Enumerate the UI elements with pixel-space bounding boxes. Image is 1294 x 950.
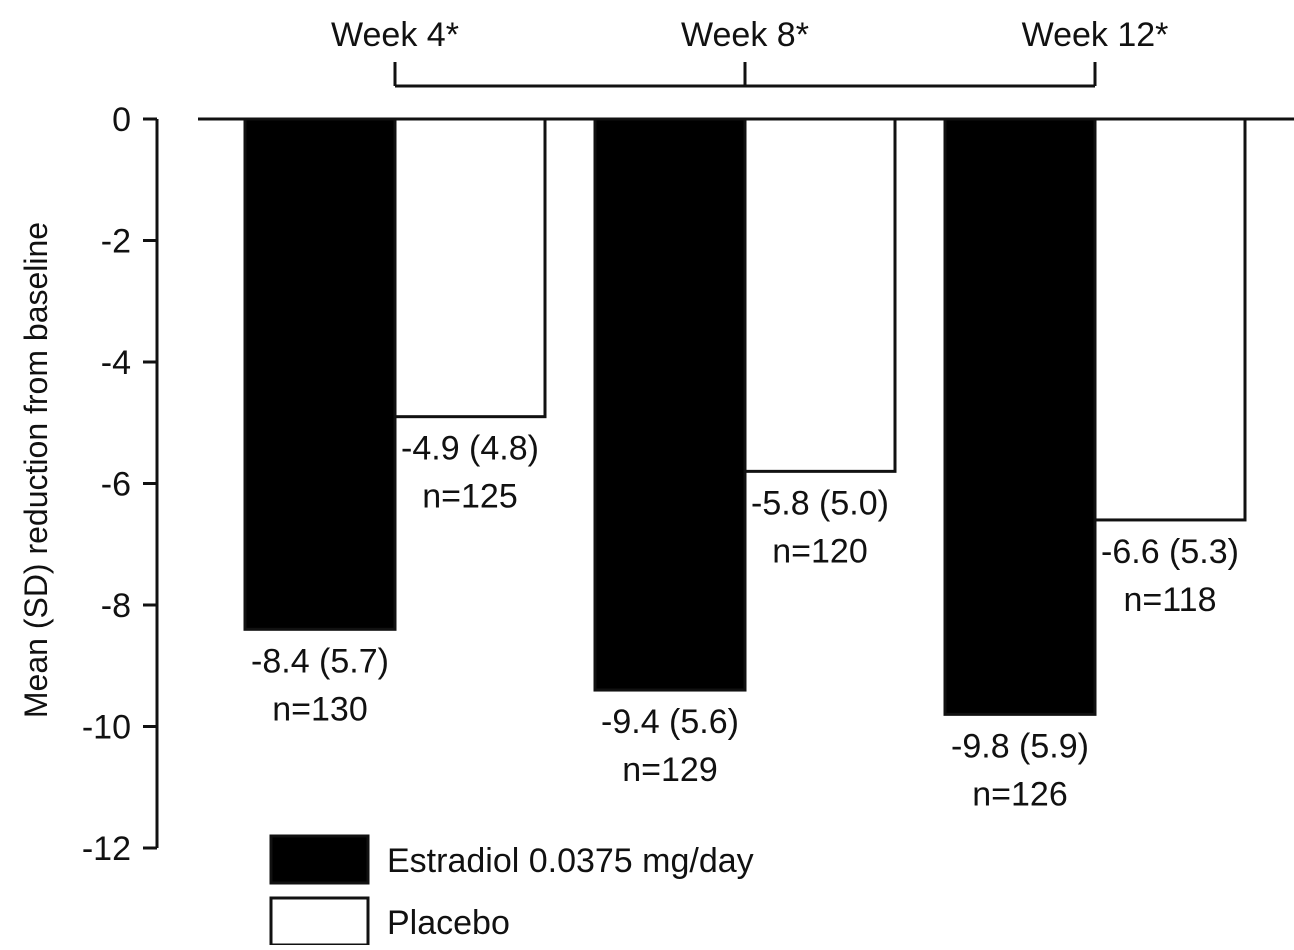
y-tick-label: 0 (112, 101, 131, 139)
bars (243, 117, 1247, 716)
y-axis-title: Mean (SD) reduction from baseline (18, 222, 54, 718)
y-tick-label: -8 (101, 587, 131, 625)
data-label-n: n=120 (772, 532, 868, 570)
y-tick-label: -10 (82, 709, 131, 747)
data-label-n: n=130 (272, 690, 368, 728)
y-tick-label: -6 (101, 466, 131, 504)
bar-placebo (393, 117, 547, 419)
week-label: Week 4* (331, 16, 459, 54)
bar-estradiol (943, 117, 1097, 716)
data-label-value: -9.4 (5.6) (601, 703, 739, 741)
legend: Estradiol 0.0375 mg/day Placebo (269, 834, 754, 947)
legend-label: Placebo (387, 904, 510, 942)
week-label: Week 8* (681, 16, 809, 54)
y-axis: 0 -2 -4 -6 -8 -10 -12 (82, 101, 1294, 868)
data-label-n: n=126 (972, 775, 1068, 813)
data-label-value: -6.6 (5.3) (1101, 533, 1239, 571)
legend-label: Estradiol 0.0375 mg/day (387, 842, 754, 880)
legend-swatch-estradiol (269, 834, 370, 885)
y-tick-label: -4 (101, 344, 131, 382)
bar-estradiol (593, 117, 747, 692)
bar-estradiol (243, 117, 397, 631)
data-label-n: n=118 (1124, 581, 1217, 619)
data-label-value: -5.8 (5.0) (751, 484, 889, 522)
value-labels: -8.4 (5.7) n=130 -4.9 (4.8) n=125 -9.4 (5.6)… (251, 430, 1239, 814)
data-label-n: n=125 (422, 478, 518, 516)
y-tick-label: -2 (101, 223, 131, 261)
week-bracket: Week 4* Week 8* Week 12* (331, 16, 1169, 88)
legend-swatch-placebo (269, 896, 370, 947)
data-label-value: -4.9 (4.8) (401, 430, 539, 468)
y-tick-label: -12 (82, 830, 131, 868)
week-label: Week 12* (1022, 16, 1169, 54)
data-label-value: -9.8 (5.9) (951, 727, 1089, 765)
bar-placebo (743, 117, 897, 473)
bar-placebo (1093, 117, 1247, 522)
data-label-n: n=129 (622, 751, 718, 789)
data-label-value: -8.4 (5.7) (251, 642, 389, 680)
